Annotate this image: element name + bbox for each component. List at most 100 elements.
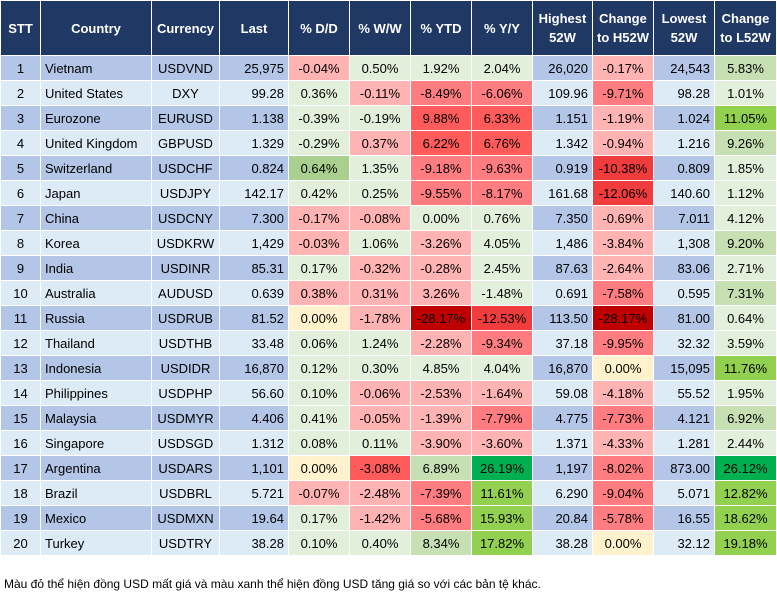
cell-ww: 1.06% [349, 230, 411, 256]
column-header[interactable]: Change to H52W [592, 0, 654, 56]
cell-country: India [40, 255, 152, 281]
cell-last: 25,975 [219, 55, 289, 81]
cell-low: 873.00 [653, 455, 715, 481]
cell-low: 1.281 [653, 430, 715, 456]
table-row: 11 Russia USDRUB 81.52 0.00% -1.78% -28.17% -12… [0, 305, 777, 331]
column-header[interactable]: % YTD [410, 0, 472, 56]
cell-chh: -0.69% [592, 205, 654, 231]
cell-yy: -1.48% [471, 280, 533, 306]
cell-stt: 19 [0, 505, 41, 531]
cell-low: 81.00 [653, 305, 715, 331]
exchange-rate-table: STT Country Currency Last% D/D% W/W% YTD% Y… [0, 0, 777, 556]
cell-low: 1.024 [653, 105, 715, 131]
table-row: 12 Thailand USDTHB 33.48 0.06% 1.24% -2.28% -9.… [0, 330, 777, 356]
cell-stt: 17 [0, 455, 41, 481]
cell-stt: 16 [0, 430, 41, 456]
column-header[interactable]: Country [40, 0, 152, 56]
cell-dd: 0.41% [288, 405, 350, 431]
cell-high: 161.68 [532, 180, 593, 206]
cell-high: 1.342 [532, 130, 593, 156]
cell-chh: -3.84% [592, 230, 654, 256]
cell-high: 20.84 [532, 505, 593, 531]
cell-chh: -5.78% [592, 505, 654, 531]
cell-low: 32.12 [653, 530, 715, 556]
cell-chl: 0.64% [714, 305, 777, 331]
cell-ytd: 6.89% [410, 455, 472, 481]
column-header[interactable]: Highest 52W [532, 0, 593, 56]
cell-last: 1.329 [219, 130, 289, 156]
column-header[interactable]: Lowest 52W [653, 0, 715, 56]
cell-ww: -0.06% [349, 380, 411, 406]
cell-dd: 0.08% [288, 430, 350, 456]
cell-stt: 11 [0, 305, 41, 331]
cell-ww: -0.32% [349, 255, 411, 281]
cell-currency: EURUSD [151, 105, 220, 131]
cell-low: 0.809 [653, 155, 715, 181]
cell-chl: 4.12% [714, 205, 777, 231]
cell-ww: 0.31% [349, 280, 411, 306]
cell-ww: -0.05% [349, 405, 411, 431]
column-header[interactable]: % D/D [288, 0, 350, 56]
column-header[interactable]: % Y/Y [471, 0, 533, 56]
cell-low: 98.28 [653, 80, 715, 106]
cell-country: Eurozone [40, 105, 152, 131]
cell-last: 142.17 [219, 180, 289, 206]
cell-yy: 6.33% [471, 105, 533, 131]
cell-ytd: 1.92% [410, 55, 472, 81]
cell-high: 59.08 [532, 380, 593, 406]
cell-yy: -3.60% [471, 430, 533, 456]
cell-ytd: -3.26% [410, 230, 472, 256]
cell-yy: 2.04% [471, 55, 533, 81]
cell-yy: -8.17% [471, 180, 533, 206]
cell-country: United Kingdom [40, 130, 152, 156]
column-header[interactable]: Change to L52W [714, 0, 777, 56]
cell-currency: USDMYR [151, 405, 220, 431]
cell-high: 37.18 [532, 330, 593, 356]
cell-low: 7.011 [653, 205, 715, 231]
cell-dd: 0.12% [288, 355, 350, 381]
cell-chh: -9.04% [592, 480, 654, 506]
cell-low: 24,543 [653, 55, 715, 81]
cell-last: 5.721 [219, 480, 289, 506]
cell-ww: 1.24% [349, 330, 411, 356]
cell-yy: 17.82% [471, 530, 533, 556]
cell-currency: USDVND [151, 55, 220, 81]
cell-chh: -4.18% [592, 380, 654, 406]
column-header[interactable]: STT [0, 0, 41, 56]
cell-high: 4.775 [532, 405, 593, 431]
cell-stt: 4 [0, 130, 41, 156]
cell-chh: -0.94% [592, 130, 654, 156]
cell-last: 56.60 [219, 380, 289, 406]
table-row: 15 Malaysia USDMYR 4.406 0.41% -0.05% -1.39% -7… [0, 405, 777, 431]
cell-yy: 26.19% [471, 455, 533, 481]
cell-yy: 4.05% [471, 230, 533, 256]
cell-chl: 6.92% [714, 405, 777, 431]
column-header[interactable]: Currency [151, 0, 220, 56]
cell-low: 55.52 [653, 380, 715, 406]
cell-dd: 0.17% [288, 255, 350, 281]
cell-dd: 0.00% [288, 455, 350, 481]
cell-chh: 0.00% [592, 355, 654, 381]
cell-chh: 0.00% [592, 530, 654, 556]
cell-ytd: -28.17% [410, 305, 472, 331]
cell-dd: -0.17% [288, 205, 350, 231]
cell-currency: USDTHB [151, 330, 220, 356]
cell-low: 32.32 [653, 330, 715, 356]
cell-currency: USDCHF [151, 155, 220, 181]
cell-last: 16,870 [219, 355, 289, 381]
cell-ytd: -2.53% [410, 380, 472, 406]
cell-chl: 1.12% [714, 180, 777, 206]
cell-last: 85.31 [219, 255, 289, 281]
cell-yy: 2.45% [471, 255, 533, 281]
cell-high: 1,197 [532, 455, 593, 481]
cell-high: 26,020 [532, 55, 593, 81]
cell-ytd: -9.18% [410, 155, 472, 181]
cell-ytd: -8.49% [410, 80, 472, 106]
cell-last: 99.28 [219, 80, 289, 106]
column-header[interactable]: % W/W [349, 0, 411, 56]
cell-chl: 18.62% [714, 505, 777, 531]
column-header[interactable]: Last [219, 0, 289, 56]
cell-chh: -7.58% [592, 280, 654, 306]
cell-ww: -2.48% [349, 480, 411, 506]
cell-yy: 0.76% [471, 205, 533, 231]
